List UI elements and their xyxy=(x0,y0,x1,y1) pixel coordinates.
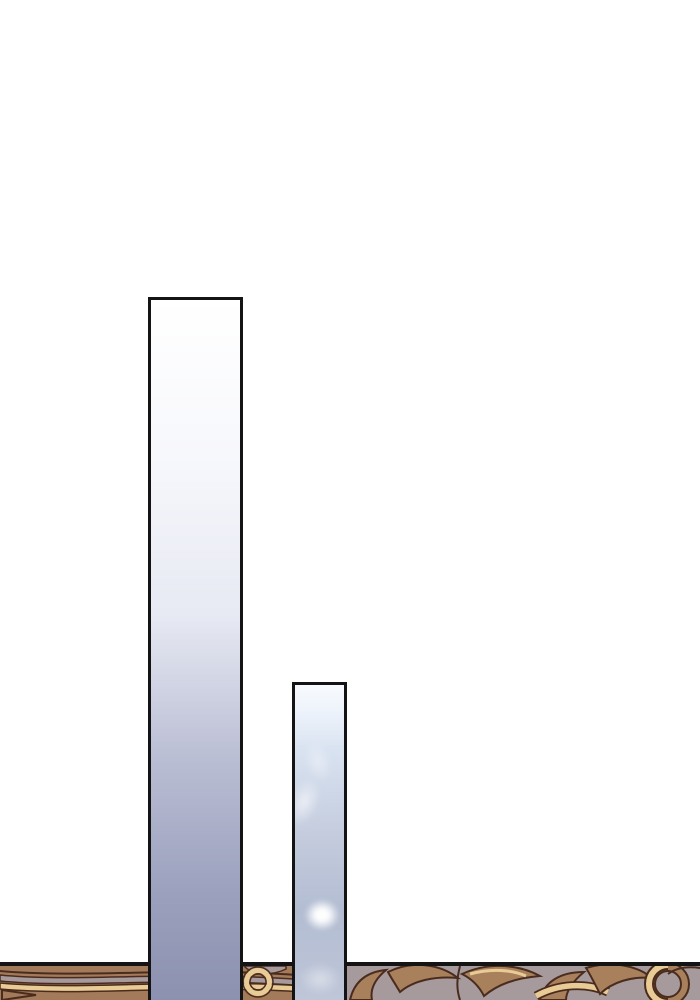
cloud-streak-icon xyxy=(295,773,328,831)
sky-haze xyxy=(295,685,344,749)
cloud-highlight-icon xyxy=(304,899,340,931)
short-pillar xyxy=(292,682,347,1000)
cloud-soft-icon xyxy=(299,963,341,995)
ornate-floor-border xyxy=(0,962,700,1000)
floor-damask-pattern xyxy=(0,966,700,1000)
cloud-streak-icon xyxy=(299,738,337,786)
tall-pillar xyxy=(148,297,243,1000)
